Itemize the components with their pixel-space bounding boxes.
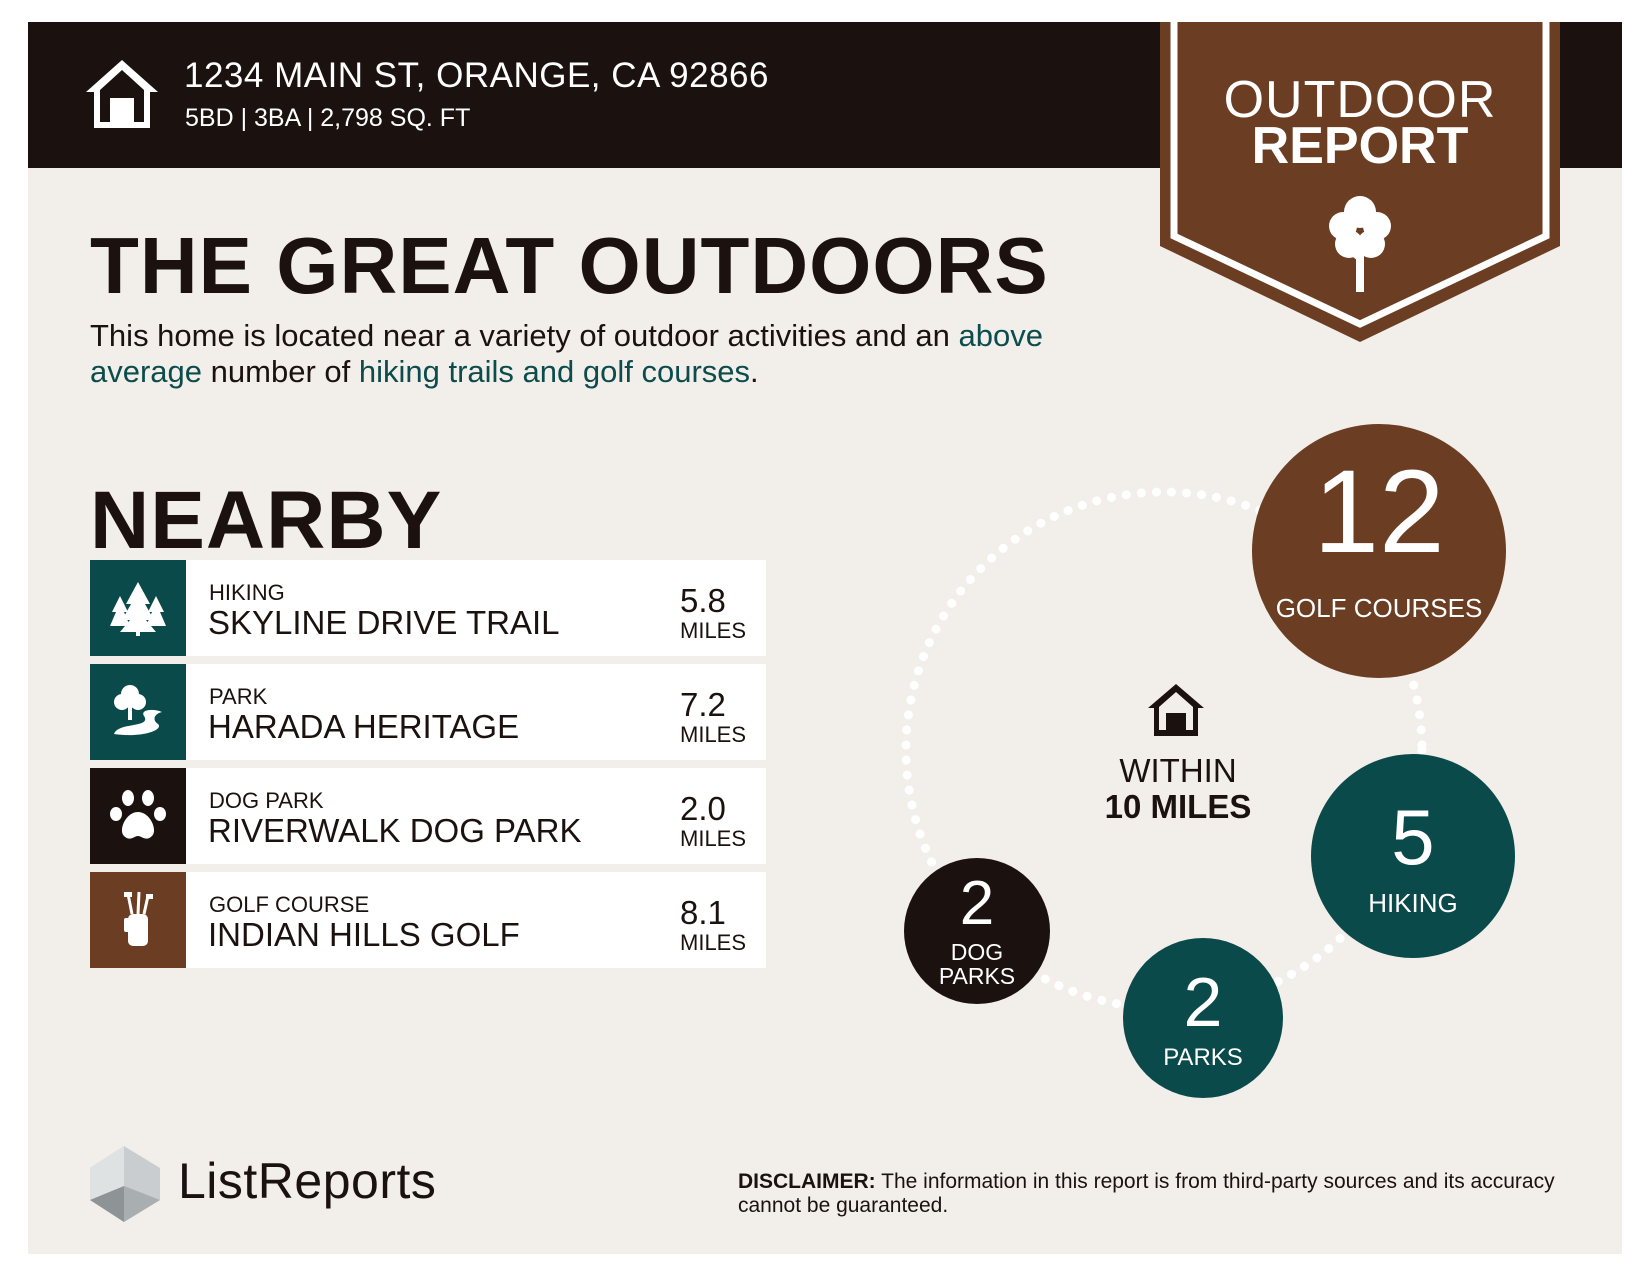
hiking-count-label: HIKING: [1368, 888, 1458, 918]
nearby-name: SKYLINE DRIVE TRAIL: [208, 604, 560, 641]
nearby-distance: 7.2: [680, 686, 726, 723]
nearby-item-dog-park: DOG PARK RIVERWALK DOG PARK 2.0 MILES: [90, 768, 766, 864]
nearby-unit: MILES: [680, 826, 747, 851]
nearby-name: RIVERWALK DOG PARK: [208, 812, 582, 849]
report-badge: [1160, 22, 1560, 342]
intro-text: This home is located near a variety of o…: [90, 318, 1043, 389]
report-page: 1234 MAIN ST, ORANGE, CA 92866 5BD | 3BA…: [28, 22, 1622, 1254]
page-title: THE GREAT OUTDOORS: [90, 221, 1049, 310]
nearby-distance: 5.8: [680, 582, 726, 619]
dog-parks-count-label: DOG PARKS: [938, 939, 1016, 989]
badge-title-line2: REPORT: [1251, 117, 1469, 175]
disclaimer: DISCLAIMER: The information in this repo…: [738, 1170, 1555, 1217]
nearby-unit: MILES: [680, 618, 747, 643]
parks-count-circle: 2 PARKS: [1123, 938, 1283, 1098]
nearby-item-golf: GOLF COURSE INDIAN HILLS GOLF 8.1 MILES: [90, 872, 766, 968]
parks-count-label: PARKS: [1163, 1044, 1243, 1071]
nearby-name: HARADA HERITAGE: [208, 708, 520, 745]
listreports-logo-icon: [90, 1146, 160, 1222]
golf-count: 12: [1313, 446, 1445, 578]
nearby-unit: MILES: [680, 722, 747, 747]
nearby-category: DOG PARK: [209, 788, 324, 813]
nearby-icon-box: [90, 872, 186, 968]
intro-highlight-2: hiking trails and golf courses: [358, 354, 751, 389]
nearby-name: INDIAN HILLS GOLF: [208, 916, 520, 953]
property-address: 1234 MAIN ST, ORANGE, CA 92866: [184, 56, 769, 95]
nearby-icon-box: [90, 664, 186, 760]
parks-count: 2: [1183, 963, 1223, 1041]
nearby-distance: 2.0: [680, 790, 726, 827]
nearby-icon-box: [90, 768, 186, 864]
nearby-item-hiking: HIKING SKYLINE DRIVE TRAIL 5.8 MILES: [90, 560, 766, 656]
trees-icon: [110, 582, 166, 636]
golf-count-circle: 12 GOLF COURSES: [1252, 424, 1506, 678]
house-icon: [86, 60, 158, 128]
nearby-category: HIKING: [209, 580, 285, 605]
hiking-count-circle: 5 HIKING: [1311, 754, 1515, 958]
paw-icon: [110, 790, 166, 839]
property-specs: 5BD | 3BA | 2,798 SQ. FT: [185, 104, 471, 132]
nearby-icon-box: [90, 560, 186, 656]
dog-parks-count-circle: 2 DOG PARKS: [904, 858, 1050, 1004]
hiking-count: 5: [1391, 793, 1435, 881]
nearby-category: PARK: [209, 684, 268, 709]
radius-label-line1: WITHIN: [1119, 752, 1237, 789]
golf-count-label: GOLF COURSES: [1275, 593, 1483, 623]
radius-label-line2: 10 MILES: [1104, 788, 1252, 825]
center-house-icon: [1148, 684, 1204, 736]
park-icon: [114, 685, 162, 736]
intro-highlight-1: above average: [90, 318, 1043, 389]
listreports-logo-text: ListReports: [178, 1153, 437, 1209]
nearby-category: GOLF COURSE: [209, 892, 370, 917]
dog-parks-count: 2: [959, 869, 995, 938]
golf-bag-icon: [124, 891, 153, 946]
nearby-item-park: PARK HARADA HERITAGE 7.2 MILES: [90, 664, 766, 760]
nearby-title: NEARBY: [90, 475, 443, 566]
nearby-unit: MILES: [680, 930, 747, 955]
tree-icon: [1329, 196, 1391, 292]
nearby-distance: 8.1: [680, 894, 726, 931]
badge-title-line1: OUTDOOR: [1223, 71, 1497, 129]
